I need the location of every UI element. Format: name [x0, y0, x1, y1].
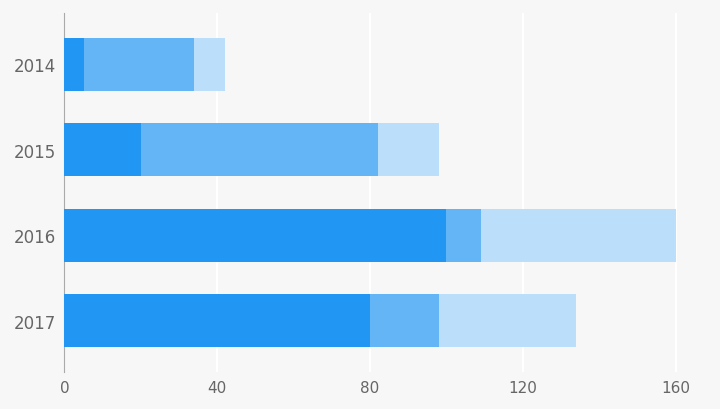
Bar	[194, 38, 225, 92]
Bar	[378, 124, 438, 177]
Bar	[65, 294, 370, 347]
Bar	[65, 38, 84, 92]
Bar	[370, 294, 438, 347]
Bar	[438, 294, 576, 347]
Bar	[446, 209, 481, 262]
Bar	[481, 209, 675, 262]
Bar	[84, 38, 194, 92]
Bar	[141, 124, 378, 177]
Bar	[65, 124, 141, 177]
Bar	[65, 209, 446, 262]
